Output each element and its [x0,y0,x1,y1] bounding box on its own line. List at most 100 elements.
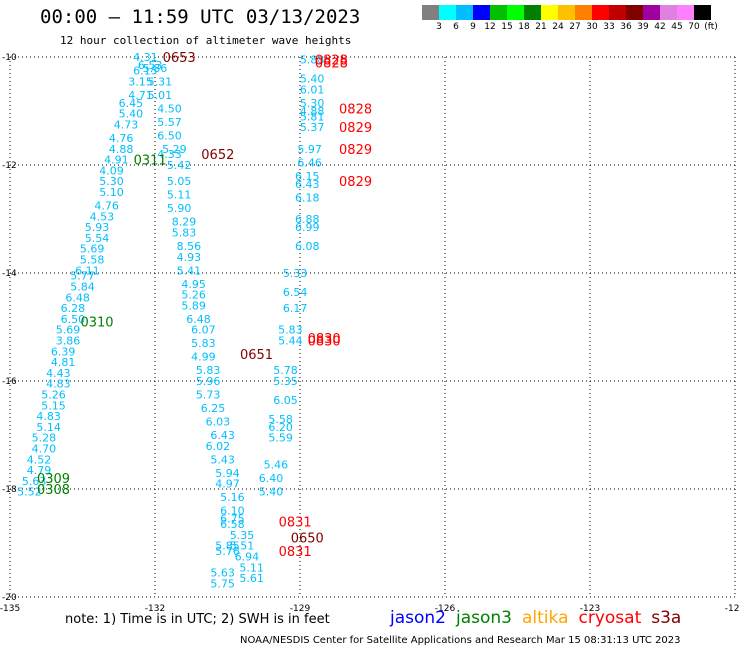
lon-tick-label: -126 [435,604,456,614]
wave-height-label: 8.56 [177,240,202,253]
wave-height-label: 5.97 [297,143,322,156]
wave-height-label: 5.30 [99,175,124,188]
wave-height-label: 4.76 [109,132,134,145]
wave-height-label: 5.11 [167,189,192,202]
wave-height-label: 5.63 [22,475,47,488]
wave-height-label: 5.40 [259,486,284,499]
wave-height-label: 5.26 [181,289,206,302]
wave-height-label: 5.33 [283,267,308,280]
wave-height-label: 4.52 [27,453,52,466]
color-swatch [660,5,677,20]
color-scale-tick: 15 [501,22,513,32]
wave-height-label: 4.83 [36,410,61,423]
wave-height-label: 6.15 [295,170,320,183]
pass-time-label: 0652 [201,148,234,163]
color-scale-tick: 39 [637,22,649,32]
pass-time-label: 0828 [315,56,348,71]
pass-time-label: 0829 [339,143,372,158]
wave-height-label: 5.54 [85,232,110,245]
satellite-altika: altika [522,608,569,628]
wave-height-label: 5.58 [80,254,105,267]
wave-height-label: 6.43 [210,429,235,442]
color-swatch [643,5,660,20]
color-swatch [524,5,541,20]
wave-height-label: 3.15 [128,75,153,88]
wave-height-label: 4.81 [51,356,76,369]
wave-height-label: 5.83 [278,324,303,337]
pass-time-label: 0830 [308,335,341,350]
wave-height-label: 6.15 [133,65,158,78]
pass-time-label: 0831 [279,515,312,530]
lon-tick-label: -120 [725,604,740,614]
wave-height-label: 5.75 [210,578,235,591]
wave-height-label: 5.81 [300,110,325,123]
pass-time-label: 0830 [308,332,341,347]
wave-height-label: 5.05 [167,175,192,188]
color-swatch [694,5,711,20]
wave-height-label: 5.29 [162,143,187,156]
wave-height-label: 4.88 [300,105,325,118]
wave-height-label: 5.86 [143,62,168,75]
wave-height-label: 5.30 [300,97,325,110]
wave-height-label: 3.86 [56,335,81,348]
color-swatch [626,5,643,20]
color-scale-tick: 3 [436,22,442,32]
wave-height-label: 6.99 [295,221,320,234]
color-swatch [541,5,558,20]
pass-time-label: 0651 [240,348,273,363]
wave-height-label: 5.41 [177,264,202,277]
wave-height-label: 5.35 [230,529,255,542]
wave-height-label: 5.10 [99,186,124,199]
wave-height-label: 6.02 [206,440,231,453]
lat-tick-label: -18 [2,485,17,495]
wave-height-label: 6.45 [119,97,144,110]
page-subtitle: 12 hour collection of altimeter wave hei… [60,34,352,47]
wave-height-label: 5.01 [148,89,173,102]
wave-height-label: 4.76 [94,200,119,213]
wave-height-label: 5.44 [278,335,303,348]
wave-height-label: 4.83 [46,378,71,391]
pass-time-label: 0829 [339,121,372,136]
pass-time-label: 0831 [279,545,312,560]
wave-height-label: 4.73 [114,119,139,132]
wave-height-label: 6.53 [138,59,163,72]
wave-height-label: 6.17 [283,302,308,315]
lat-tick-label: -20 [2,593,17,603]
color-scale-tick: 45 [671,22,683,32]
pass-time-label: 0309 [37,472,70,487]
wave-height-label: 4.97 [215,478,240,491]
wave-height-label: 6.25 [201,402,226,415]
wave-height-label: 5.83 [172,227,197,240]
pass-time-label: 0650 [291,532,324,547]
color-swatch [490,5,507,20]
wave-height-label: 5.37 [300,121,325,134]
wave-height-label: 5.77 [70,270,95,283]
satellite-s3a: s3a [651,608,682,628]
lat-tick-label: -12 [2,161,17,171]
color-scale-tick: 21 [535,22,547,32]
wave-height-label: 5.40 [300,73,325,86]
wave-height-label: 6.50 [61,313,86,326]
wave-height-label: 5.69 [56,324,81,337]
color-scale-tick: 42 [654,22,666,32]
color-swatch [592,5,609,20]
wave-height-label: 6.05 [273,394,298,407]
wave-height-label: 6.48 [65,291,90,304]
wave-height-label: 5.57 [157,116,182,129]
wave-height-label: 5.26 [41,389,66,402]
wave-height-label: 5.76 [215,545,240,558]
wave-height-label: 6.54 [283,286,308,299]
lat-tick-label: -16 [2,377,17,387]
wave-height-label: 6.58 [220,518,245,531]
wave-height-label: 6.88 [295,213,320,226]
color-swatch [507,5,524,20]
wave-height-label: 4.70 [32,443,57,456]
color-swatch [439,5,456,20]
wave-height-label: 5.16 [220,491,245,504]
wave-height-label: 4.71 [128,89,153,102]
wave-height-label: 6.46 [297,156,322,169]
wave-height-label: 5.78 [273,364,298,377]
color-scale-tick: 24 [552,22,564,32]
lon-tick-label: -132 [145,604,165,614]
wave-height-label: 5.84 [70,281,95,294]
